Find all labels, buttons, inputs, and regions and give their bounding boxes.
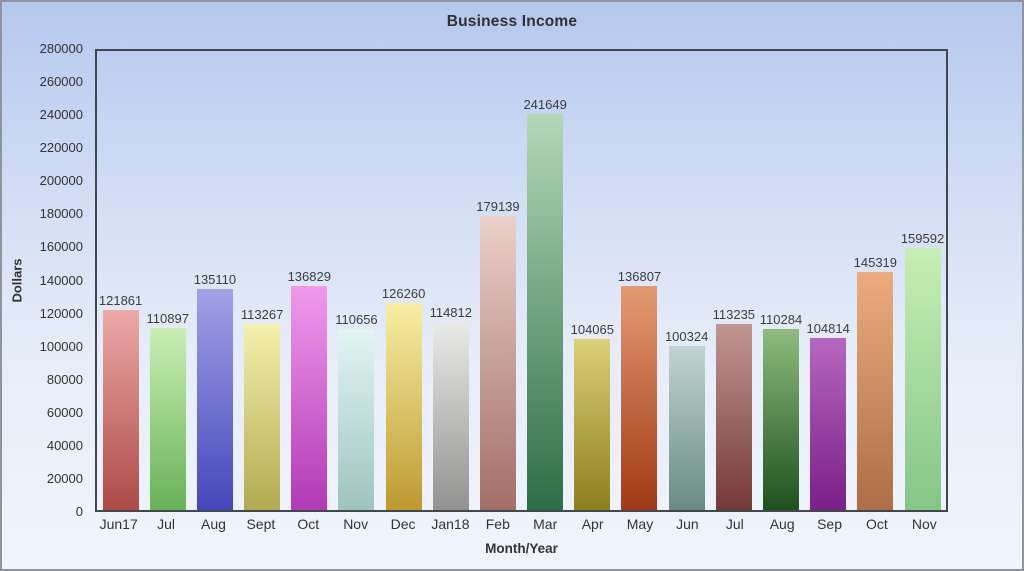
bar-value-label: 179139 [476,199,520,215]
bar-value-label: 113267 [240,307,284,323]
y-tick-label: 20000 [46,470,83,486]
x-tick-label: May [626,516,654,532]
chart-title: Business Income [446,13,578,30]
plot-area: 121861 110897 135110 113267 136829 110656 1262… [95,49,948,512]
x-tick-label: Aug [201,516,226,532]
x-axis-title: Month/Year [485,541,558,556]
x-tick-label: Jun [676,516,699,532]
bar-value-label: 110897 [146,311,189,327]
x-tick-label: Jul [725,516,744,532]
bar [810,338,847,510]
y-tick-label: 260000 [39,74,83,90]
bar [574,339,611,510]
bar [715,324,752,510]
bar-value-label: 104814 [806,321,850,337]
x-tick-label: Apr [581,516,604,532]
bars-row: 121861 110897 135110 113267 136829 110656 1262… [97,51,946,510]
bar [527,113,564,510]
x-tick-label: Jan18 [431,516,470,532]
bar-value-label: 126260 [381,286,426,302]
bar-slot: 121861 [97,51,144,510]
bar-value-label: 110284 [759,312,803,328]
x-axis: Jun17 Jul Aug Sept Oct Nov Dec Jan18 Feb Mar Apr Ma… [95,516,948,532]
bar-slot: 126260 [380,51,427,510]
bar-slot: 145319 [852,51,899,510]
y-tick-label: 40000 [46,437,83,453]
bar-value-label: 104065 [570,322,614,338]
bar [479,216,516,510]
bar-slot: 113235 [710,51,757,510]
y-tick-label: 80000 [46,371,83,387]
x-tick-label: Nov [343,516,369,532]
y-tick-label: 140000 [39,272,83,288]
bar [385,303,422,510]
x-tick-label: Mar [533,516,558,532]
bar-slot: 110897 [144,51,191,510]
x-tick-label: Oct [297,516,320,532]
y-tick-label: 280000 [39,41,83,56]
bar-slot: 136807 [616,51,663,510]
y-tick-label: 180000 [39,206,83,222]
y-tick-label: 0 [75,504,83,519]
x-tick-label: Aug [769,516,795,532]
bar-value-label: 135110 [193,271,237,287]
bar-value-label: 145319 [853,254,898,270]
bar-value-label: 110656 [335,311,378,327]
bar-slot: 136829 [286,51,333,510]
y-tick-label: 120000 [39,305,83,321]
bar [904,248,941,510]
bar-slot: 159592 [899,51,946,510]
bar-slot: 114812 [427,51,474,510]
y-tick-label: 220000 [39,140,83,156]
bar-slot: 100324 [663,51,710,510]
y-tick-label: 200000 [39,173,83,189]
x-tick-label: Jun17 [99,516,138,532]
bar [762,329,799,510]
bar-slot: 104065 [569,51,616,510]
bar [102,310,139,510]
bar [338,328,375,510]
x-tick-label: Sep [817,516,843,532]
bar [857,271,894,510]
y-tick-label: 160000 [39,239,83,255]
bar [196,288,233,510]
bar-slot: 179139 [474,51,521,510]
bar-value-label: 241649 [523,96,567,112]
bar [149,328,186,510]
y-tick-label: 60000 [46,404,83,420]
x-tick-label: Jul [157,516,176,532]
bar-slot: 104814 [805,51,852,510]
bar-value-label: 136807 [617,268,662,284]
bar-value-label: 100324 [664,328,709,344]
bar [291,285,328,510]
bar [621,285,658,510]
y-tick-label: 100000 [39,338,83,354]
x-tick-label: Feb [485,516,510,532]
bar-slot: 110656 [333,51,380,510]
bar-value-label: 121861 [98,293,143,309]
bar-slot: 135110 [191,51,238,510]
bar [244,324,281,510]
bar-slot: 241649 [522,51,569,510]
bar-value-label: 113235 [712,307,756,323]
x-tick-label: Dec [390,516,416,532]
bar [432,321,469,510]
x-tick-label: Nov [911,516,937,532]
bar-slot: 110284 [757,51,804,510]
x-tick-label: Sept [246,516,276,532]
bar-value-label: 114812 [429,304,472,320]
bar-value-label: 159592 [900,231,945,247]
bar [668,345,705,510]
y-tick-label: 240000 [39,107,83,123]
y-axis: 280000 260000 240000 220000 200000 180000 1600… [2,41,90,519]
x-tick-label: Oct [866,516,888,532]
bar-slot: 113267 [239,51,286,510]
bar-value-label: 136829 [287,268,331,284]
